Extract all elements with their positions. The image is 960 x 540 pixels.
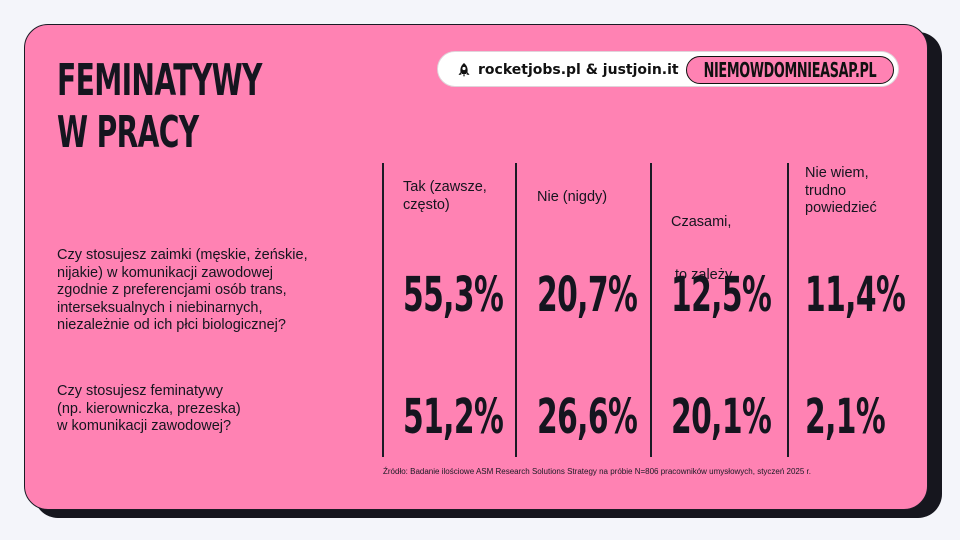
column-header-line: trudno xyxy=(805,182,847,199)
page-title: FEMINATYWY W PRACY xyxy=(57,55,262,159)
column-header-tak: Tak (zawsze, często) xyxy=(403,179,487,214)
row-2-question: Czy stosujesz feminatywy (np. kierownicz… xyxy=(57,383,357,436)
column-header-line: to zależy xyxy=(671,266,733,283)
row-1-question-line: niezależnie od ich płci biologicznej? xyxy=(57,317,286,333)
rocket-icon xyxy=(458,63,470,77)
value-label: 20,7% xyxy=(537,267,638,323)
row-2-question-line: w komunikacji zawodowej? xyxy=(57,418,232,434)
brand-partners: rocketjobs.pl & justjoin.it xyxy=(456,52,679,88)
source-note: Źródło: Badanie ilościowe ASM Research S… xyxy=(383,467,811,476)
column-header-czasami: Czasami, to zależy xyxy=(671,179,732,319)
column-header-line: Tak (zawsze, xyxy=(403,179,487,195)
row-2-question-line: (np. kierowniczka, prezeska) xyxy=(57,400,241,417)
value-label: 51,2% xyxy=(403,389,504,445)
column-header-line: Nie (nigdy) xyxy=(537,189,608,205)
brand-partners-text: rocketjobs.pl & justjoin.it xyxy=(478,62,679,78)
value-label: 55,3% xyxy=(403,267,504,323)
row-1-question-line: nijakie) w komunikacji zawodowej xyxy=(57,264,273,281)
column-divider xyxy=(787,163,789,457)
column-header-nie-wiem: Nie wiem, trudno powiedzieć xyxy=(805,165,877,218)
column-header-line: powiedzieć xyxy=(805,200,877,216)
column-header-line: często) xyxy=(403,196,450,213)
value-label: 20,1% xyxy=(671,389,772,445)
title-line-2: W PRACY xyxy=(57,107,199,158)
column-divider xyxy=(650,163,652,457)
value-label: 26,6% xyxy=(537,389,638,445)
column-header-nie: Nie (nigdy) xyxy=(537,189,607,207)
value-label: 11,4% xyxy=(805,267,906,323)
brand-pill: rocketjobs.pl & justjoin.it NIEMOWDOMNIE… xyxy=(437,51,899,87)
row-1-question-line: interseksualnych i niebinarnych, xyxy=(57,299,263,316)
infographic-card: FEMINATYWY W PRACY rocketjobs.pl & justj… xyxy=(24,24,928,510)
value-label: 2,1% xyxy=(805,389,886,445)
column-divider xyxy=(515,163,517,457)
title-line-1: FEMINATYWY xyxy=(57,55,262,106)
column-header-line: Nie wiem, xyxy=(805,165,869,181)
column-divider xyxy=(382,163,384,457)
row-1-question-line: zgodnie z preferencjami osób trans, xyxy=(57,282,287,298)
column-header-line: Czasami, xyxy=(671,214,732,230)
value-label: 12,5% xyxy=(671,267,772,323)
row-1-question-line: Czy stosujesz zaimki (męskie, żeńskie, xyxy=(57,247,308,263)
row-1-question: Czy stosujesz zaimki (męskie, żeńskie, n… xyxy=(57,247,357,335)
row-2-question-line: Czy stosujesz feminatywy xyxy=(57,383,223,399)
campaign-badge: NIEMOWDOMNIEASAP.PL xyxy=(686,56,894,84)
campaign-badge-text: NIEMOWDOMNIEASAP.PL xyxy=(703,58,877,82)
